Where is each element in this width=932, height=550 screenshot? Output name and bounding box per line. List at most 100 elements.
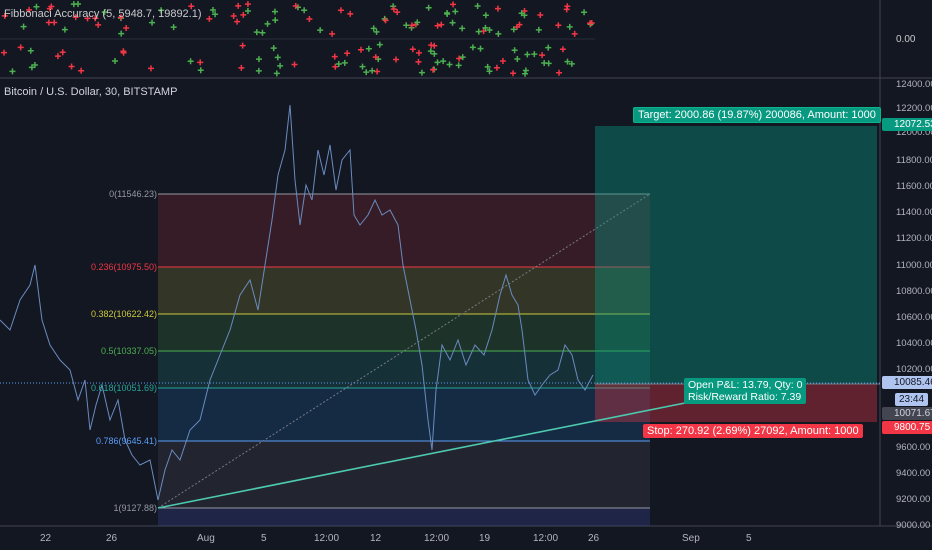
indicator-marker [455, 62, 462, 69]
indicator-marker [376, 41, 383, 48]
indicator-marker [244, 8, 251, 15]
fib-label-0: 0(11546.23) [109, 189, 157, 199]
indicator-marker [456, 55, 463, 62]
chart-title[interactable]: Bitcoin / U.S. Dollar, 30, BITSTAMP [4, 86, 178, 98]
indicator-marker [408, 22, 415, 29]
indicator-marker [431, 50, 438, 57]
indicator-marker [17, 44, 24, 51]
indicator-marker [564, 58, 571, 65]
price-axis-label: 10200.00 [896, 364, 932, 375]
fib-label-0382: 0.382(10622.42) [90, 309, 157, 319]
indicator-marker [459, 54, 466, 61]
fib-band-5 [158, 441, 650, 508]
price-axis-label: 12400.00 [896, 79, 932, 90]
price-axis-label: 12000.00 [896, 127, 932, 138]
time-axis-label: 12 [370, 533, 382, 544]
indicator-marker [212, 11, 219, 18]
indicator-marker [291, 61, 298, 68]
indicator-marker [78, 67, 85, 74]
price-series [0, 104, 594, 501]
time-axis-label: 12:00 [424, 533, 450, 544]
indicator-marker [522, 70, 529, 77]
indicator-marker [84, 15, 91, 22]
price-axis-label: 9000.00 [896, 520, 931, 531]
indicator-marker [149, 19, 156, 26]
indicator-marker [524, 51, 531, 58]
indicator-marker [438, 21, 445, 28]
indicator-marker [341, 59, 348, 66]
fib-label-0236: 0.236(10975.50) [90, 262, 157, 272]
fib-band-3 [158, 351, 650, 388]
indicator-marker [484, 63, 491, 70]
indicator-marker [33, 3, 40, 10]
indicator-marker [238, 64, 245, 71]
indicator-marker [234, 18, 241, 25]
time-axis-label: 12:00 [314, 533, 340, 544]
indicator-title[interactable]: Fibbonaci Accuracy (5, 5948.7, 19892.1) [4, 8, 202, 20]
indicator-marker [568, 60, 575, 67]
indicator-marker [394, 9, 401, 16]
indicator-marker [474, 2, 481, 9]
price-axis-label: 11400.00 [896, 207, 932, 218]
indicator-marker [566, 23, 573, 30]
indicator-marker [111, 57, 118, 64]
indicator-marker [365, 45, 372, 52]
indicator-marker [54, 53, 61, 60]
indicator-marker [1, 49, 8, 56]
stop-label[interactable]: Stop: 270.92 (2.69%) 27092, Amount: 1000 [643, 424, 863, 438]
indicator-marker [430, 66, 437, 73]
position-profit-zone [595, 126, 877, 384]
indicator-marker [363, 69, 370, 76]
indicator-marker [273, 70, 280, 77]
indicator-marker [359, 63, 366, 70]
indicator-marker [511, 47, 518, 54]
indicator-marker [415, 58, 422, 65]
stop-price-badge: 9800.75 [882, 421, 932, 434]
indicator-marker [317, 27, 324, 34]
indicator-marker [449, 19, 456, 26]
indicator-marker [255, 67, 262, 74]
indicator-marker [563, 6, 570, 13]
indicator-marker [450, 1, 457, 8]
fib-band-4 [158, 388, 650, 441]
fib-label-05: 0.5(10337.05) [100, 346, 157, 356]
indicator-marker [230, 12, 237, 19]
indicator-marker [292, 2, 299, 9]
price-axis-label: 9600.00 [896, 442, 931, 453]
indicator-marker [482, 12, 489, 19]
fib-band-0 [158, 194, 650, 267]
price-axis-label: 9400.00 [896, 468, 931, 479]
target-label[interactable]: Target: 2000.86 (19.87%) 200086, Amount:… [633, 107, 881, 123]
indicator-marker [344, 50, 351, 57]
pnl-label[interactable]: Open P&L: 13.79, Qty: 0 Risk/Reward Rati… [684, 378, 807, 404]
indicator-marker [428, 42, 435, 49]
indicator-marker [374, 68, 381, 75]
indicator-marker [434, 59, 441, 66]
indicator-marker [369, 67, 376, 74]
indicator-marker [495, 30, 502, 37]
indicator-marker [26, 6, 33, 13]
indicator-marker [518, 10, 525, 17]
indicator-marker [486, 26, 493, 33]
indicator-marker [270, 45, 277, 52]
indicator-marker [120, 48, 127, 55]
indicator-marker [335, 60, 342, 67]
indicator-marker [123, 24, 130, 31]
pnl-line-1: Open P&L: 13.79, Qty: 0 [688, 379, 803, 391]
indicator-marker [209, 7, 216, 14]
price-axis-label: 11800.00 [896, 155, 932, 166]
indicator-marker [331, 53, 338, 60]
indicator-marker [48, 3, 55, 10]
time-axis-label: 19 [479, 533, 491, 544]
indicator-marker [72, 14, 79, 21]
time-axis-label: 26 [588, 533, 600, 544]
indicator-marker [370, 25, 377, 32]
indicator-marker [101, 9, 108, 16]
indicator-marker [75, 1, 82, 8]
indicator-marker [514, 55, 521, 62]
time-axis-label: 5 [746, 533, 752, 544]
fib-trend-line [157, 193, 651, 509]
indicator-marker [271, 8, 278, 15]
